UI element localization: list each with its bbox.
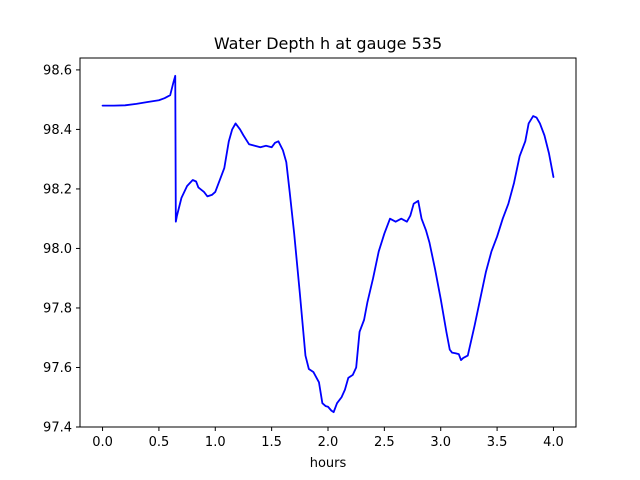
x-tick-label: 1.5 <box>261 435 282 450</box>
x-axis-label: hours <box>310 456 347 471</box>
x-tick-label: 3.0 <box>430 435 451 450</box>
y-tick-label: 97.8 <box>43 301 72 316</box>
x-tick-label: 2.5 <box>374 435 395 450</box>
y-tick-label: 97.4 <box>43 421 72 436</box>
y-axis: 97.4 97.6 97.8 98.0 98.2 98.4 98.6 <box>43 63 80 436</box>
x-tick-label: 0.0 <box>92 435 113 450</box>
x-tick-label: 1.0 <box>205 435 226 450</box>
x-tick-label: 0.5 <box>149 435 170 450</box>
series-layer <box>101 74 555 414</box>
chart-title: Water Depth h at gauge 535 <box>214 34 442 53</box>
y-tick-label: 98.0 <box>43 242 72 257</box>
series-line <box>101 74 555 414</box>
x-tick-label: 3.5 <box>487 435 508 450</box>
x-tick-label: 2.0 <box>318 435 339 450</box>
x-axis: 0.0 0.5 1.0 1.5 2.0 2.5 3.0 3.5 4.0 <box>92 427 564 450</box>
x-tick-label: 4.0 <box>543 435 564 450</box>
y-tick-label: 97.6 <box>43 361 72 376</box>
y-tick-label: 98.2 <box>43 182 72 197</box>
y-tick-label: 98.4 <box>43 123 72 138</box>
y-tick-label: 98.6 <box>43 63 72 78</box>
